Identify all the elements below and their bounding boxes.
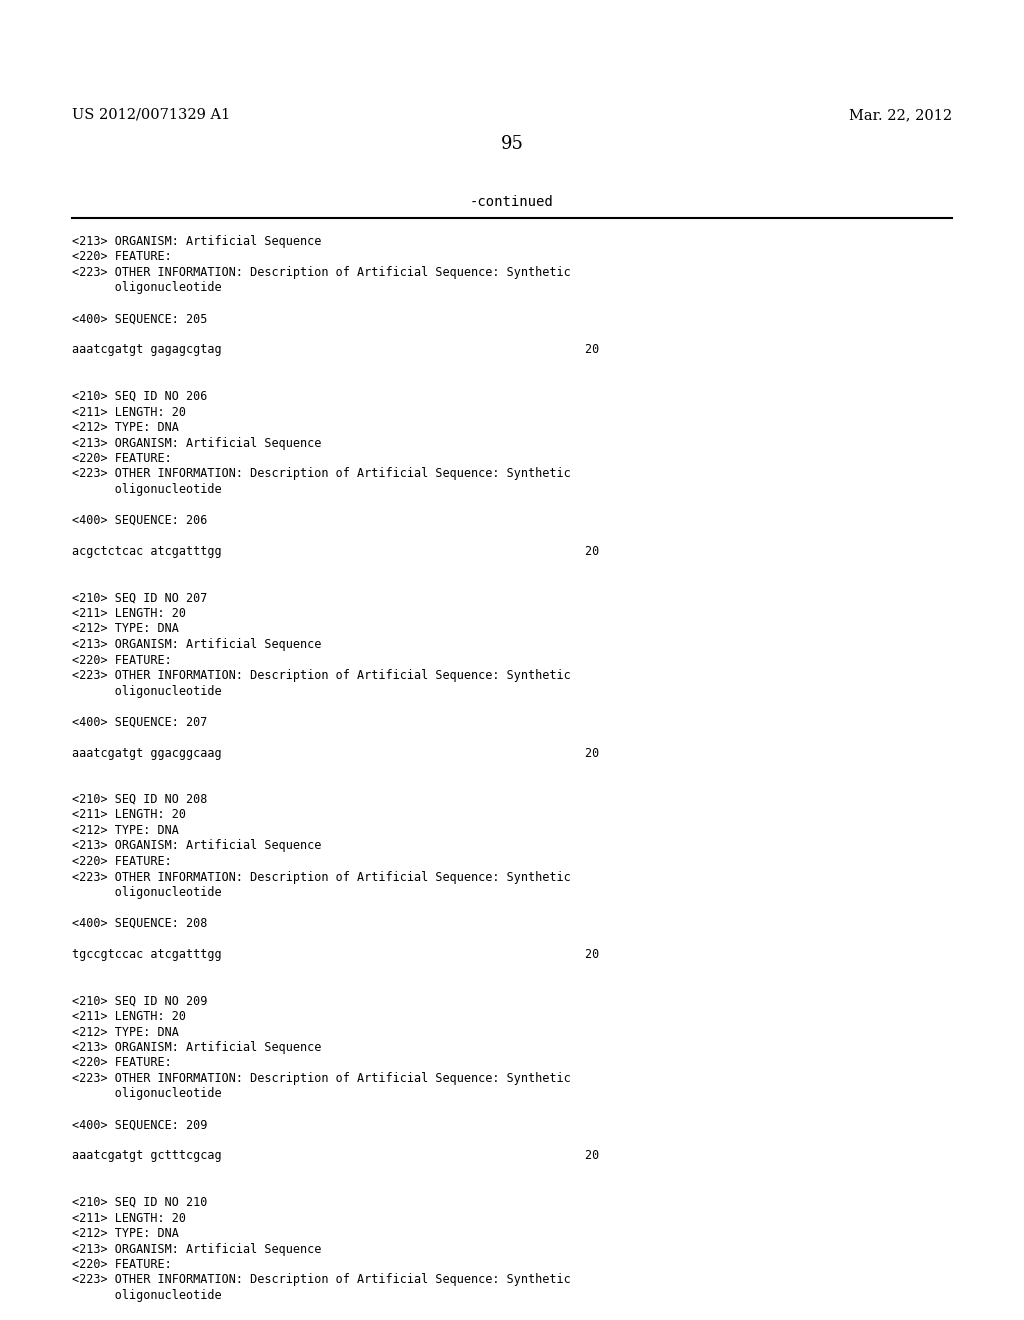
Text: <220> FEATURE:: <220> FEATURE: [72, 1056, 172, 1069]
Text: acgctctcac atcgatttgg                                                   20: acgctctcac atcgatttgg 20 [72, 545, 599, 558]
Text: <223> OTHER INFORMATION: Description of Artificial Sequence: Synthetic: <223> OTHER INFORMATION: Description of … [72, 669, 570, 682]
Text: <223> OTHER INFORMATION: Description of Artificial Sequence: Synthetic: <223> OTHER INFORMATION: Description of … [72, 870, 570, 883]
Text: <211> LENGTH: 20: <211> LENGTH: 20 [72, 1212, 186, 1225]
Text: <400> SEQUENCE: 209: <400> SEQUENCE: 209 [72, 1118, 208, 1131]
Text: aaatcgatgt gagagcgtag                                                   20: aaatcgatgt gagagcgtag 20 [72, 343, 599, 356]
Text: oligonucleotide: oligonucleotide [72, 685, 221, 697]
Text: <211> LENGTH: 20: <211> LENGTH: 20 [72, 808, 186, 821]
Text: <220> FEATURE:: <220> FEATURE: [72, 653, 172, 667]
Text: aaatcgatgt gctttcgcag                                                   20: aaatcgatgt gctttcgcag 20 [72, 1150, 599, 1163]
Text: <400> SEQUENCE: 206: <400> SEQUENCE: 206 [72, 513, 208, 527]
Text: <220> FEATURE:: <220> FEATURE: [72, 251, 172, 264]
Text: oligonucleotide: oligonucleotide [72, 281, 221, 294]
Text: <210> SEQ ID NO 210: <210> SEQ ID NO 210 [72, 1196, 208, 1209]
Text: oligonucleotide: oligonucleotide [72, 1290, 221, 1302]
Text: <400> SEQUENCE: 207: <400> SEQUENCE: 207 [72, 715, 208, 729]
Text: <220> FEATURE:: <220> FEATURE: [72, 451, 172, 465]
Text: tgccgtccac atcgatttgg                                                   20: tgccgtccac atcgatttgg 20 [72, 948, 599, 961]
Text: <213> ORGANISM: Artificial Sequence: <213> ORGANISM: Artificial Sequence [72, 437, 322, 450]
Text: oligonucleotide: oligonucleotide [72, 1088, 221, 1101]
Text: <210> SEQ ID NO 209: <210> SEQ ID NO 209 [72, 994, 208, 1007]
Text: <211> LENGTH: 20: <211> LENGTH: 20 [72, 1010, 186, 1023]
Text: <212> TYPE: DNA: <212> TYPE: DNA [72, 1228, 179, 1239]
Text: oligonucleotide: oligonucleotide [72, 886, 221, 899]
Text: aaatcgatgt ggacggcaag                                                   20: aaatcgatgt ggacggcaag 20 [72, 747, 599, 759]
Text: <211> LENGTH: 20: <211> LENGTH: 20 [72, 405, 186, 418]
Text: <223> OTHER INFORMATION: Description of Artificial Sequence: Synthetic: <223> OTHER INFORMATION: Description of … [72, 467, 570, 480]
Text: <213> ORGANISM: Artificial Sequence: <213> ORGANISM: Artificial Sequence [72, 840, 322, 853]
Text: <400> SEQUENCE: 208: <400> SEQUENCE: 208 [72, 917, 208, 931]
Text: <211> LENGTH: 20: <211> LENGTH: 20 [72, 607, 186, 620]
Text: <212> TYPE: DNA: <212> TYPE: DNA [72, 1026, 179, 1039]
Text: <223> OTHER INFORMATION: Description of Artificial Sequence: Synthetic: <223> OTHER INFORMATION: Description of … [72, 1274, 570, 1287]
Text: Mar. 22, 2012: Mar. 22, 2012 [849, 108, 952, 121]
Text: <212> TYPE: DNA: <212> TYPE: DNA [72, 824, 179, 837]
Text: <400> SEQUENCE: 205: <400> SEQUENCE: 205 [72, 313, 208, 326]
Text: -continued: -continued [470, 195, 554, 209]
Text: <210> SEQ ID NO 208: <210> SEQ ID NO 208 [72, 793, 208, 807]
Text: <213> ORGANISM: Artificial Sequence: <213> ORGANISM: Artificial Sequence [72, 1242, 322, 1255]
Text: <212> TYPE: DNA: <212> TYPE: DNA [72, 421, 179, 434]
Text: <220> FEATURE:: <220> FEATURE: [72, 855, 172, 869]
Text: oligonucleotide: oligonucleotide [72, 483, 221, 496]
Text: <213> ORGANISM: Artificial Sequence: <213> ORGANISM: Artificial Sequence [72, 638, 322, 651]
Text: US 2012/0071329 A1: US 2012/0071329 A1 [72, 108, 230, 121]
Text: <213> ORGANISM: Artificial Sequence: <213> ORGANISM: Artificial Sequence [72, 1041, 322, 1053]
Text: <210> SEQ ID NO 206: <210> SEQ ID NO 206 [72, 389, 208, 403]
Text: <213> ORGANISM: Artificial Sequence: <213> ORGANISM: Artificial Sequence [72, 235, 322, 248]
Text: <223> OTHER INFORMATION: Description of Artificial Sequence: Synthetic: <223> OTHER INFORMATION: Description of … [72, 1072, 570, 1085]
Text: <212> TYPE: DNA: <212> TYPE: DNA [72, 623, 179, 635]
Text: <220> FEATURE:: <220> FEATURE: [72, 1258, 172, 1271]
Text: 95: 95 [501, 135, 523, 153]
Text: <223> OTHER INFORMATION: Description of Artificial Sequence: Synthetic: <223> OTHER INFORMATION: Description of … [72, 267, 570, 279]
Text: <210> SEQ ID NO 207: <210> SEQ ID NO 207 [72, 591, 208, 605]
